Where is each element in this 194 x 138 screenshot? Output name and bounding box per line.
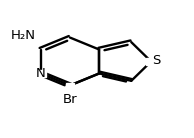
Text: S: S (152, 54, 160, 67)
Bar (36, 70, 46, 77)
Bar (146, 58, 156, 65)
Bar (66, 83, 74, 88)
Text: H₂N: H₂N (11, 29, 36, 42)
Text: Br: Br (63, 93, 77, 106)
Text: N: N (36, 67, 46, 80)
